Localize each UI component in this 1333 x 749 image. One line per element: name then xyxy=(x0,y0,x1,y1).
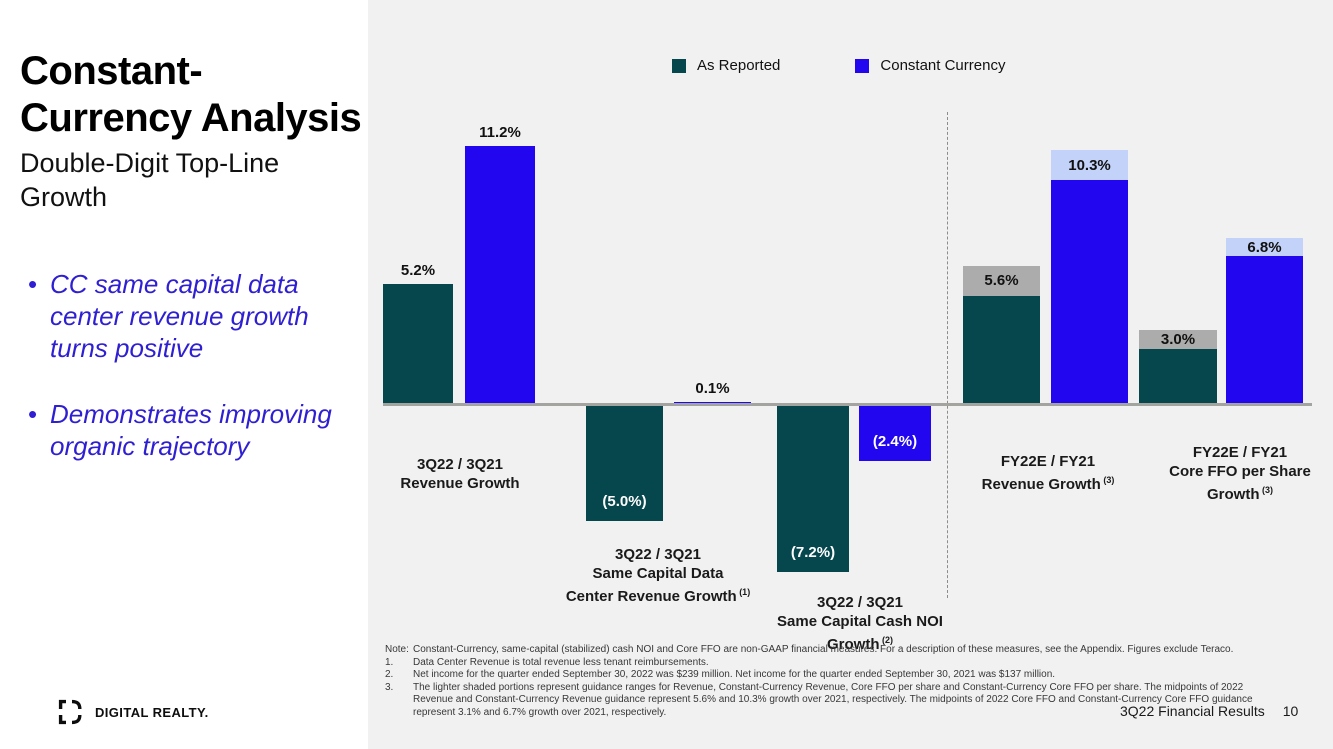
bar-value-label: (5.0%) xyxy=(602,493,647,511)
page-subtitle: Double-Digit Top-Line Growth xyxy=(20,148,280,212)
note-number: 1. xyxy=(385,656,394,668)
note-text: Constant-Currency, same-capital (stabili… xyxy=(413,644,1234,655)
category-label: 3Q22 / 3Q21 Same Capital Cash NOI Growth (… xyxy=(777,594,943,653)
note-row: 3. The lighter shaded portions represent… xyxy=(385,682,1285,720)
left-text-panel: Constant- Currency Analysis Double-Digit… xyxy=(0,0,368,749)
bar-constant-currency xyxy=(674,401,751,404)
as-reported-swatch-icon xyxy=(672,58,686,73)
bar-as-reported xyxy=(383,284,453,404)
guidance-range-cap xyxy=(1226,238,1303,257)
legend-item-constant-currency: Constant Currency xyxy=(855,57,1005,74)
note-text: Net income for the quarter ended Septemb… xyxy=(413,669,1056,680)
bar-constant-currency xyxy=(465,145,535,404)
bullet-list: • CC same capital data center revenue gr… xyxy=(28,268,348,496)
bar-constant-currency xyxy=(1051,180,1128,404)
category-label: FY22E / FY21 Core FFO per Share Growth (3) xyxy=(1169,444,1311,503)
bar-value-label: (2.4%) xyxy=(872,433,918,451)
bar-value-label: 5.6% xyxy=(984,272,1019,290)
bar-value-label: 11.2% xyxy=(479,123,521,141)
quarterly-vs-fullyear-divider xyxy=(947,112,948,598)
zero-axis-line xyxy=(383,403,1312,406)
bar-as-reported xyxy=(1139,348,1217,404)
bullet-icon: • xyxy=(28,269,38,299)
bar-constant-currency xyxy=(859,406,931,462)
title-line-1: Constant- xyxy=(20,49,203,93)
title-line-2: Currency Analysis xyxy=(20,96,362,140)
bar-as-reported xyxy=(777,406,849,572)
guidance-range-cap xyxy=(1139,330,1217,349)
category-label: 3Q22 / 3Q21 Revenue Growth xyxy=(400,456,520,492)
footnote-marker: (2) xyxy=(879,635,893,645)
bar-constant-currency xyxy=(1226,256,1303,404)
note-prefix: Note: xyxy=(385,644,409,655)
digital-realty-logo: DIGITAL REALTY. xyxy=(55,698,209,726)
bar-value-label: 6.8% xyxy=(1247,238,1282,256)
chart-legend: As Reported Constant Currency xyxy=(672,57,1005,74)
footnote-marker: (1) xyxy=(736,587,751,597)
footnotes: Note: Constant-Currency, same-capital (s… xyxy=(385,644,1285,719)
note-number: 2. xyxy=(385,669,394,680)
bar-value-label: (7.2%) xyxy=(790,543,836,561)
brackets-logo-icon xyxy=(58,699,82,725)
list-item: • CC same capital data center revenue gr… xyxy=(28,268,348,364)
note-text: The lighter shaded portions represent gu… xyxy=(413,681,1253,718)
bullet-text: Demonstrates improving organic trajector… xyxy=(50,399,332,461)
guidance-range-cap xyxy=(963,265,1040,296)
page-number: 10 xyxy=(1282,703,1299,719)
footer-label: 3Q22 Financial Results xyxy=(1120,703,1265,719)
guidance-range-cap xyxy=(1051,150,1128,181)
constant-currency-swatch-icon xyxy=(855,58,870,73)
category-label: 3Q22 / 3Q21 Same Capital Data Center Reven… xyxy=(565,546,751,605)
footnote-marker: (3) xyxy=(1100,475,1115,485)
note-row: 1. Data Center Revenue is total revenue … xyxy=(385,657,1285,670)
brand-wordmark: DIGITAL REALTY. xyxy=(95,704,209,720)
bar-value-label: 5.2% xyxy=(400,262,436,280)
page-title: Constant- Currency Analysis xyxy=(20,48,370,142)
legend-label: As Reported xyxy=(697,57,781,74)
list-item: • Demonstrates improving organic traject… xyxy=(28,398,348,462)
note-row: 2. Net income for the quarter ended Sept… xyxy=(385,669,1285,682)
bullet-icon: • xyxy=(28,399,38,429)
note-number: 3. xyxy=(385,681,394,693)
note-text: Data Center Revenue is total revenue les… xyxy=(413,656,709,668)
bar-as-reported xyxy=(963,295,1040,404)
bar-value-label: 10.3% xyxy=(1068,156,1111,174)
legend-label: Constant Currency xyxy=(880,57,1006,74)
note-row: Note: Constant-Currency, same-capital (s… xyxy=(385,644,1285,657)
legend-item-as-reported: As Reported xyxy=(672,57,780,74)
bar-value-label: 3.0% xyxy=(1160,330,1196,348)
bar-as-reported xyxy=(586,406,663,522)
footnote-marker: (3) xyxy=(1259,485,1273,495)
slide-footer: 3Q22 Financial Results 10 xyxy=(1120,703,1298,719)
bar-value-label: 0.1% xyxy=(695,379,730,397)
bullet-text: CC same capital data center revenue grow… xyxy=(50,269,309,363)
category-label: FY22E / FY21 Revenue Growth (3) xyxy=(981,453,1115,493)
